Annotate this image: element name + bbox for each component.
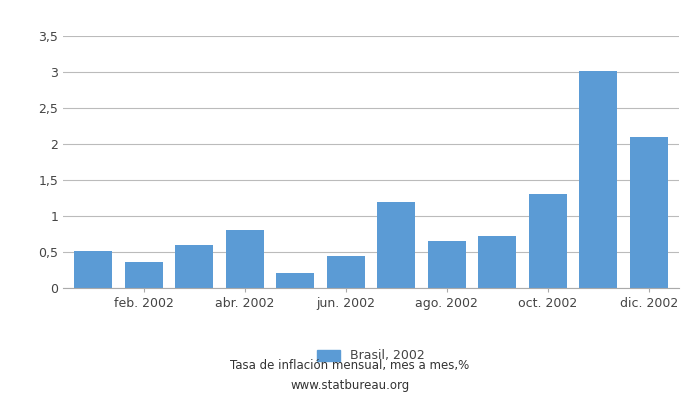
Legend: Brasil, 2002: Brasil, 2002: [317, 349, 425, 362]
Bar: [125, 262, 162, 288]
Bar: [327, 256, 365, 288]
Bar: [74, 250, 112, 288]
Text: Tasa de inflación mensual, mes a mes,%: Tasa de inflación mensual, mes a mes,%: [230, 359, 470, 372]
Text: www.statbureau.org: www.statbureau.org: [290, 379, 410, 392]
Bar: [377, 202, 415, 288]
Bar: [478, 236, 516, 288]
Bar: [276, 273, 314, 288]
Bar: [580, 70, 617, 288]
Bar: [428, 241, 466, 288]
Bar: [175, 245, 214, 288]
Bar: [630, 137, 668, 288]
Bar: [226, 230, 264, 288]
Bar: [528, 194, 567, 288]
